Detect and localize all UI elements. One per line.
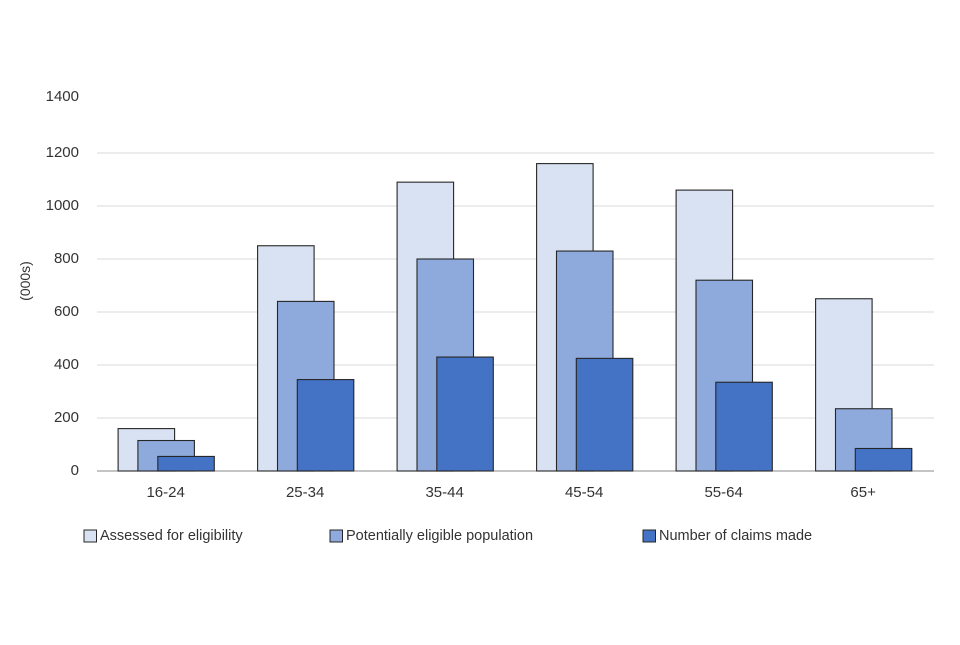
svg-text:200: 200 — [54, 409, 79, 426]
svg-text:1000: 1000 — [46, 197, 79, 214]
svg-text:600: 600 — [54, 303, 79, 320]
svg-text:800: 800 — [54, 250, 79, 267]
svg-text:0: 0 — [71, 462, 79, 479]
svg-text:16-24: 16-24 — [146, 484, 184, 501]
svg-text:35-44: 35-44 — [425, 484, 463, 501]
svg-text:400: 400 — [54, 356, 79, 373]
svg-text:65+: 65+ — [850, 484, 876, 501]
svg-text:Assessed for eligibility: Assessed for eligibility — [100, 528, 243, 544]
svg-text:55-64: 55-64 — [704, 484, 742, 501]
svg-text:Number of claims made: Number of claims made — [659, 528, 812, 544]
svg-text:(000s): (000s) — [17, 261, 33, 301]
svg-text:1200: 1200 — [46, 144, 79, 161]
svg-text:Potentially eligible populatio: Potentially eligible population — [346, 528, 533, 544]
svg-text:25-34: 25-34 — [286, 484, 324, 501]
svg-text:45-54: 45-54 — [565, 484, 603, 501]
svg-text:1400: 1400 — [46, 88, 79, 105]
